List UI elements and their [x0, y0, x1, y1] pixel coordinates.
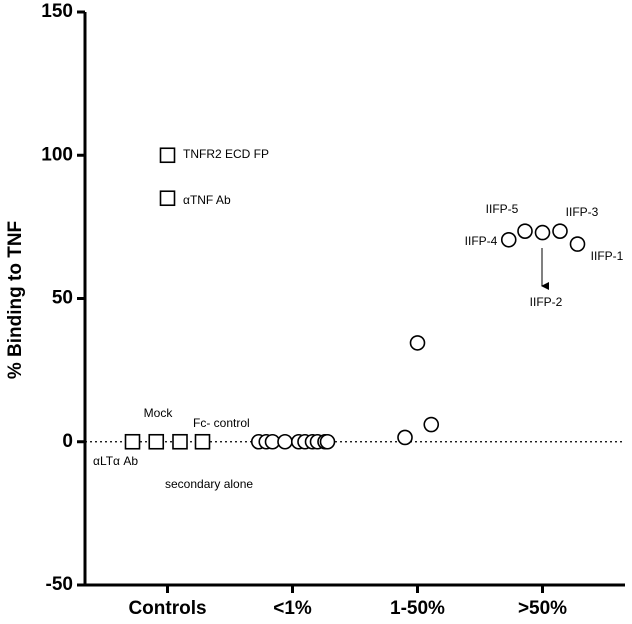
x-tick-label: Controls	[128, 598, 206, 619]
annotation: IIFP-2	[530, 295, 563, 309]
x-tick-label: >50%	[518, 598, 567, 619]
circle-point	[321, 435, 335, 449]
x-tick-label: <1%	[273, 598, 312, 619]
x-tick-label: 1-50%	[390, 598, 445, 619]
circle-point	[502, 233, 516, 247]
circle-point	[411, 336, 425, 350]
annotation: αLTα Ab	[93, 454, 138, 468]
square-point	[161, 148, 175, 162]
y-tick-label: 0	[62, 431, 73, 452]
annotation: IIFP-5	[486, 202, 519, 216]
annotation: αTNF Ab	[183, 193, 231, 207]
square-point	[196, 435, 210, 449]
annotation: Mock	[144, 406, 174, 420]
square-point	[126, 435, 140, 449]
circle-point	[518, 224, 532, 238]
circle-point	[536, 226, 550, 240]
circle-point	[424, 418, 438, 432]
y-axis-title: % Binding to TNF	[5, 221, 26, 379]
y-tick-label: -50	[46, 574, 73, 595]
annotation: IIFP-1	[591, 249, 624, 263]
circle-point	[571, 237, 585, 251]
square-point	[173, 435, 187, 449]
annotation: IIFP-4	[465, 234, 498, 248]
circle-point	[278, 435, 292, 449]
annotation: secondary alone	[165, 477, 253, 491]
annotation: IIFP-3	[566, 205, 599, 219]
annotation: Fc- control	[193, 416, 250, 430]
circle-point	[553, 224, 567, 238]
y-tick-label: 50	[52, 288, 73, 309]
y-tick-label: 150	[41, 1, 73, 22]
y-tick-label: 100	[41, 144, 73, 165]
annotation: TNFR2 ECD FP	[183, 147, 269, 161]
circle-point	[398, 430, 412, 444]
square-point	[149, 435, 163, 449]
square-point	[161, 191, 175, 205]
